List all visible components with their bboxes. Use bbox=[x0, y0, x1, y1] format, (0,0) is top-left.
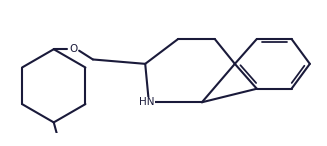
Text: O: O bbox=[70, 44, 78, 54]
Text: HN: HN bbox=[139, 97, 154, 107]
